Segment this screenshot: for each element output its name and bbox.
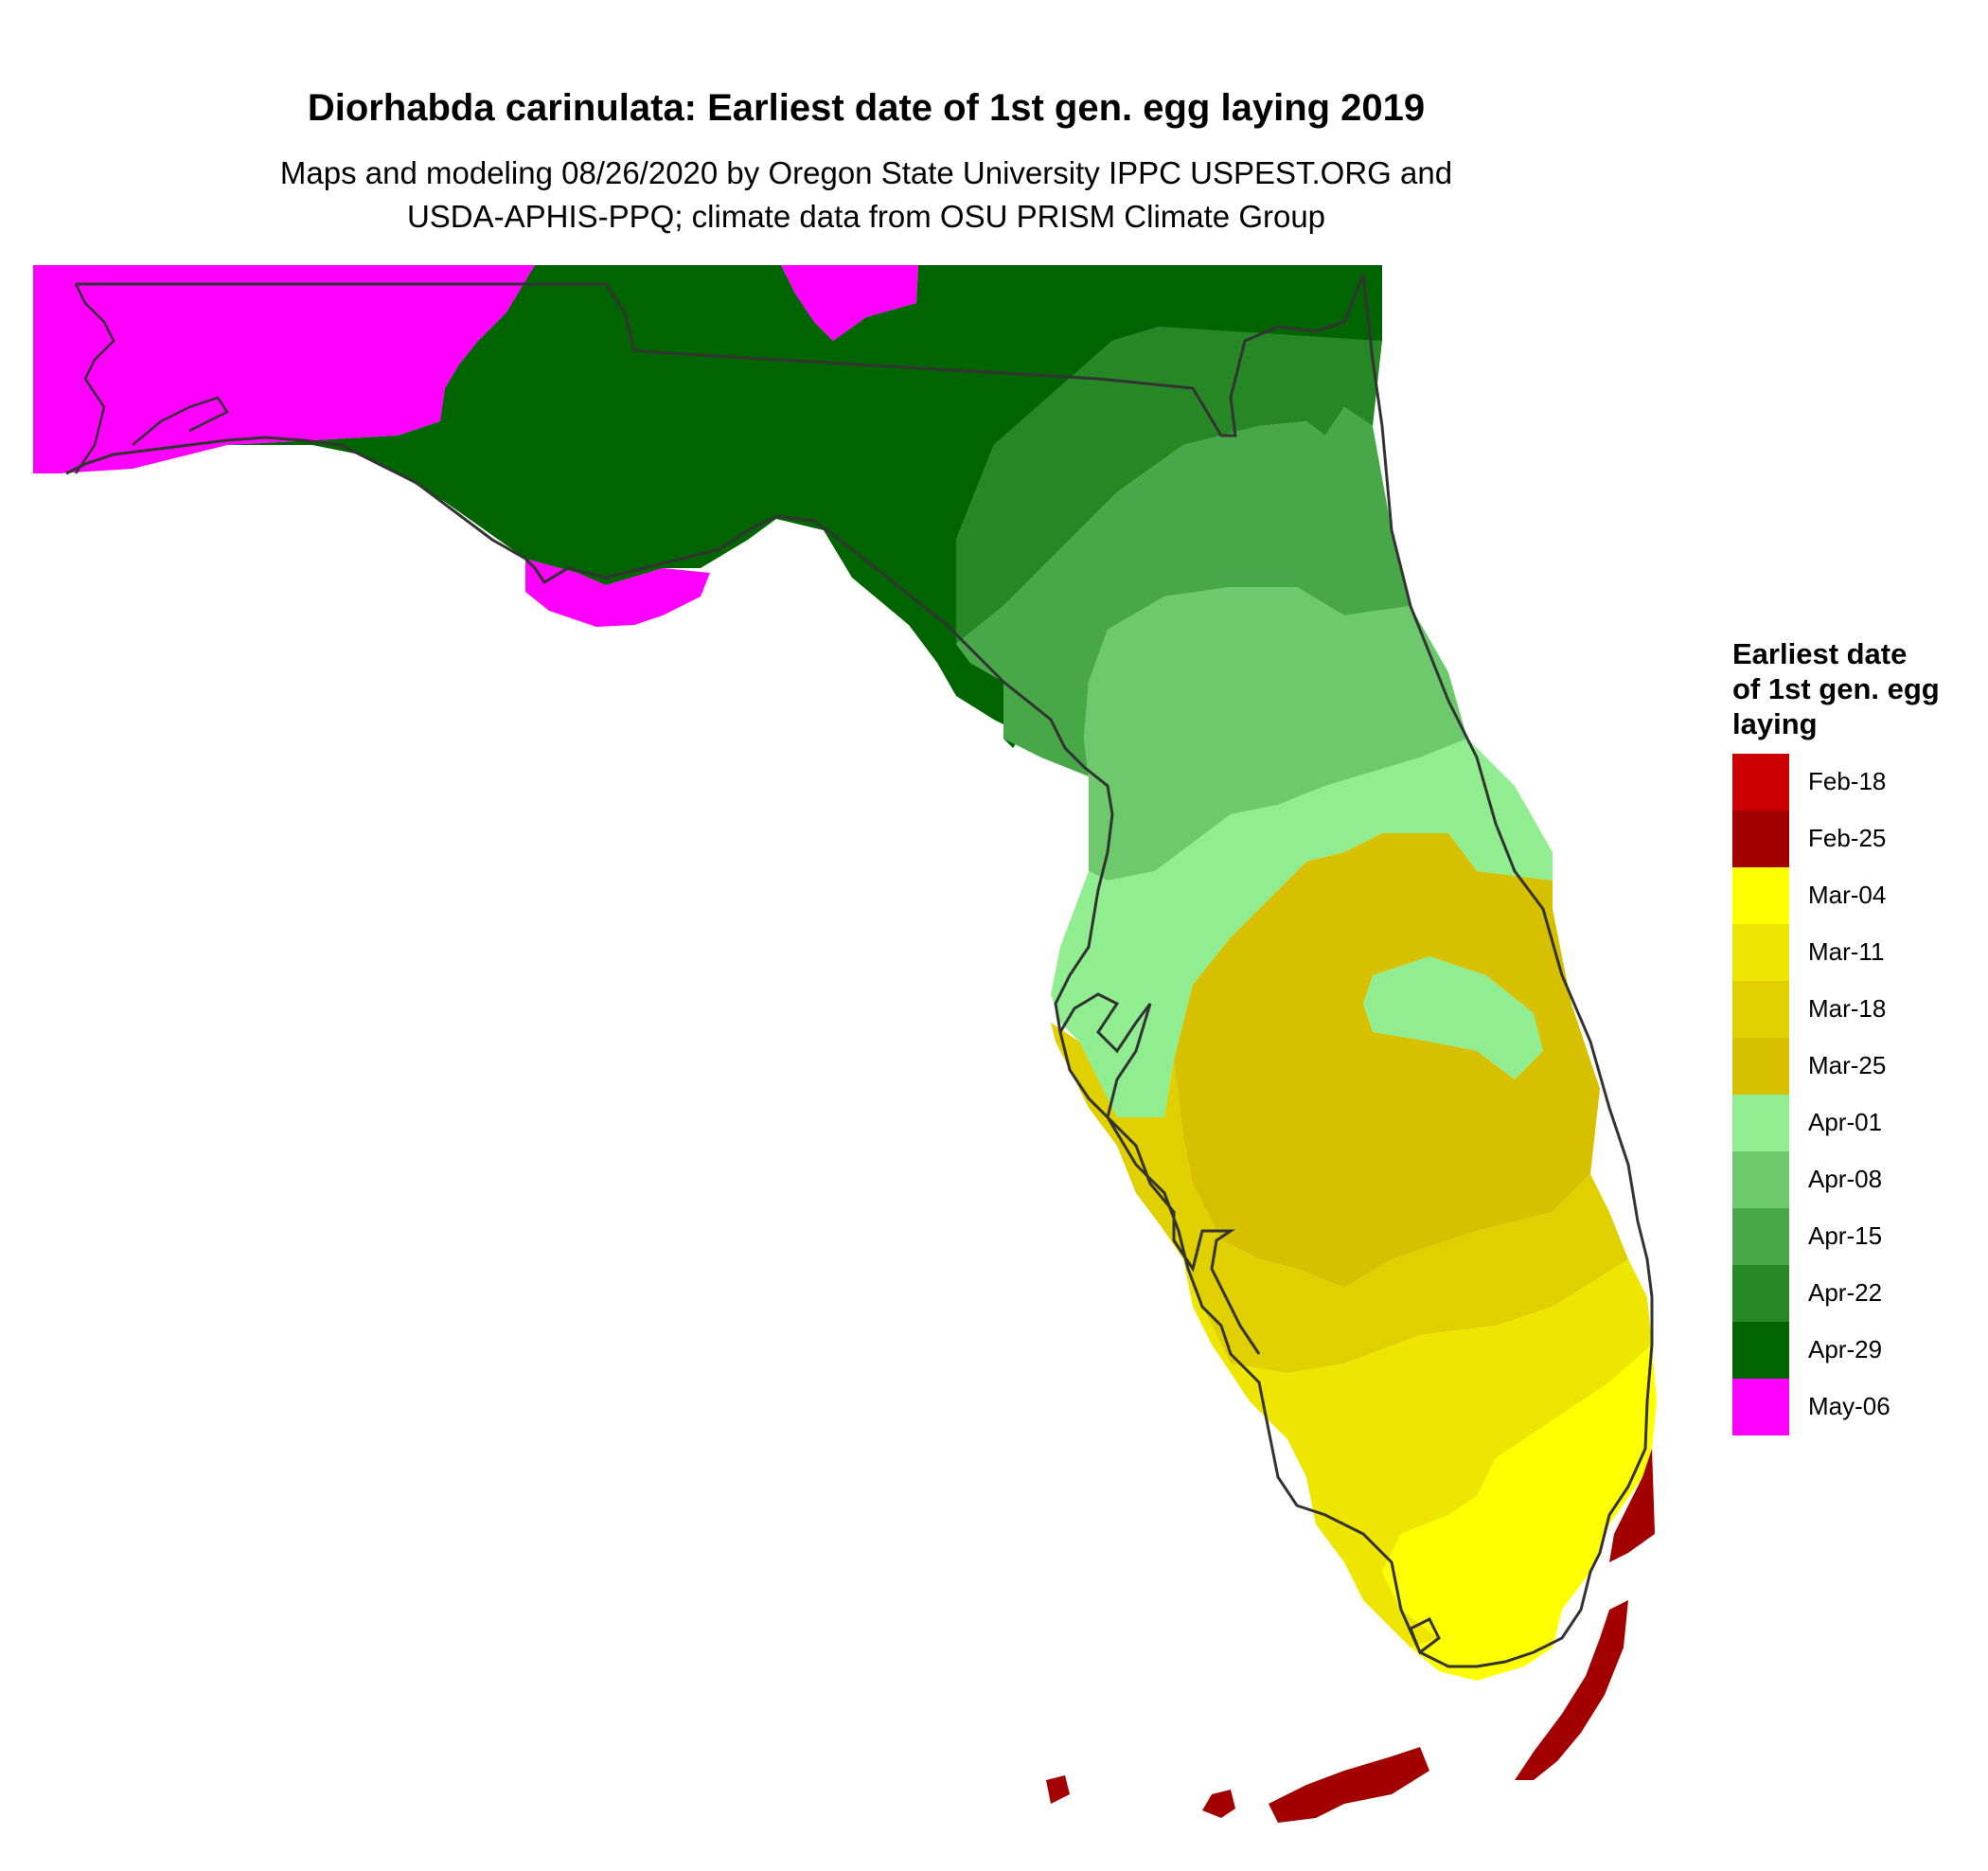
legend-swatch: [1732, 1095, 1789, 1151]
legend-label: Feb-25: [1808, 824, 1887, 852]
legend-swatch: [1732, 981, 1789, 1038]
legend-label: Apr-15: [1808, 1221, 1883, 1250]
legend-label: Apr-22: [1808, 1278, 1883, 1307]
state-boundary-alabama-georgia: [76, 274, 1365, 437]
legend-swatch: [1732, 867, 1789, 924]
legend-label: Apr-29: [1808, 1335, 1883, 1363]
gulf-coastline: [65, 436, 1114, 1033]
zone-apr-22-northeast: [956, 327, 1382, 644]
legend-swatch: [1732, 1265, 1789, 1322]
legend-title: Earliest date of 1st gen. egg laying: [1732, 636, 1979, 741]
legend-label: Mar-04: [1808, 881, 1887, 909]
legend-swatch: [1732, 1038, 1789, 1095]
zone-feb-25-west-keys: [1046, 1775, 1070, 1804]
legend-label: Mar-18: [1808, 994, 1887, 1023]
zone-feb-25-middle-keys: [1269, 1747, 1429, 1823]
zone-mar-11-south: [1183, 1259, 1652, 1648]
map-subtitle-line-1: Maps and modeling 08/26/2020 by Oregon S…: [279, 155, 1453, 190]
zone-apr-22: [956, 327, 1382, 644]
zone-apr-08-central: [1084, 587, 1467, 881]
zone-mar-11: [1183, 1259, 1652, 1648]
legend-swatch: [1732, 1151, 1789, 1208]
zone-apr-29-central: [227, 265, 1382, 748]
zone-mar-04-southeast: [1382, 1345, 1657, 1681]
zone-may-06-panhandle: [33, 265, 535, 473]
zone-feb-25-upper-keys: [1515, 1600, 1628, 1780]
legend-label: Mar-11: [1808, 937, 1885, 966]
legend-label: May-06: [1808, 1392, 1890, 1420]
legend-swatch: [1732, 754, 1789, 811]
zone-apr-08: [1084, 587, 1467, 881]
legend-swatch: [1732, 1379, 1789, 1435]
florida-map: [33, 265, 1657, 1823]
zone-apr-01-lake: [1363, 956, 1543, 1079]
zone-may-06-north: [781, 265, 918, 341]
map-subtitle-line-2: USDA-APHIS-PPQ; climate data from OSU PR…: [406, 199, 1326, 234]
legend-swatch: [1732, 924, 1789, 981]
legend-title-line-3: laying: [1732, 707, 1818, 740]
legend-title-line-1: Earliest date: [1732, 637, 1908, 670]
legend-label: Feb-18: [1808, 767, 1887, 795]
zone-feb-25-coast: [1609, 1449, 1655, 1562]
legend-swatch: [1732, 1208, 1789, 1265]
legend-label: Mar-25: [1808, 1051, 1887, 1079]
legend-swatch: [1732, 1322, 1789, 1379]
zone-mar-25: [1174, 833, 1600, 1288]
legend-title-line-2: of 1st gen. egg: [1732, 672, 1940, 705]
pensacola-bay: [132, 396, 229, 446]
legend-swatch: [1732, 811, 1789, 867]
zone-may-06: [33, 265, 918, 627]
zone-apr-15: [956, 407, 1411, 776]
zone-mar-04: [1382, 1345, 1657, 1681]
zone-apr-15-north: [956, 407, 1411, 776]
map-title: Diorhabda carinulata: Earliest date of 1…: [307, 87, 1426, 129]
florida-coastline: [1058, 274, 1654, 1668]
zone-mar-25-south-central: [1174, 833, 1600, 1288]
zone-apr-29: [227, 265, 1382, 748]
choctawhatchee-bay: [74, 283, 115, 474]
zone-may-06-bigbend: [525, 559, 710, 627]
legend-label: Apr-01: [1808, 1108, 1883, 1136]
zone-feb-25: [1046, 1449, 1655, 1823]
zone-feb-25-lower-keys: [1202, 1790, 1235, 1818]
legend-label: Apr-08: [1808, 1165, 1883, 1193]
